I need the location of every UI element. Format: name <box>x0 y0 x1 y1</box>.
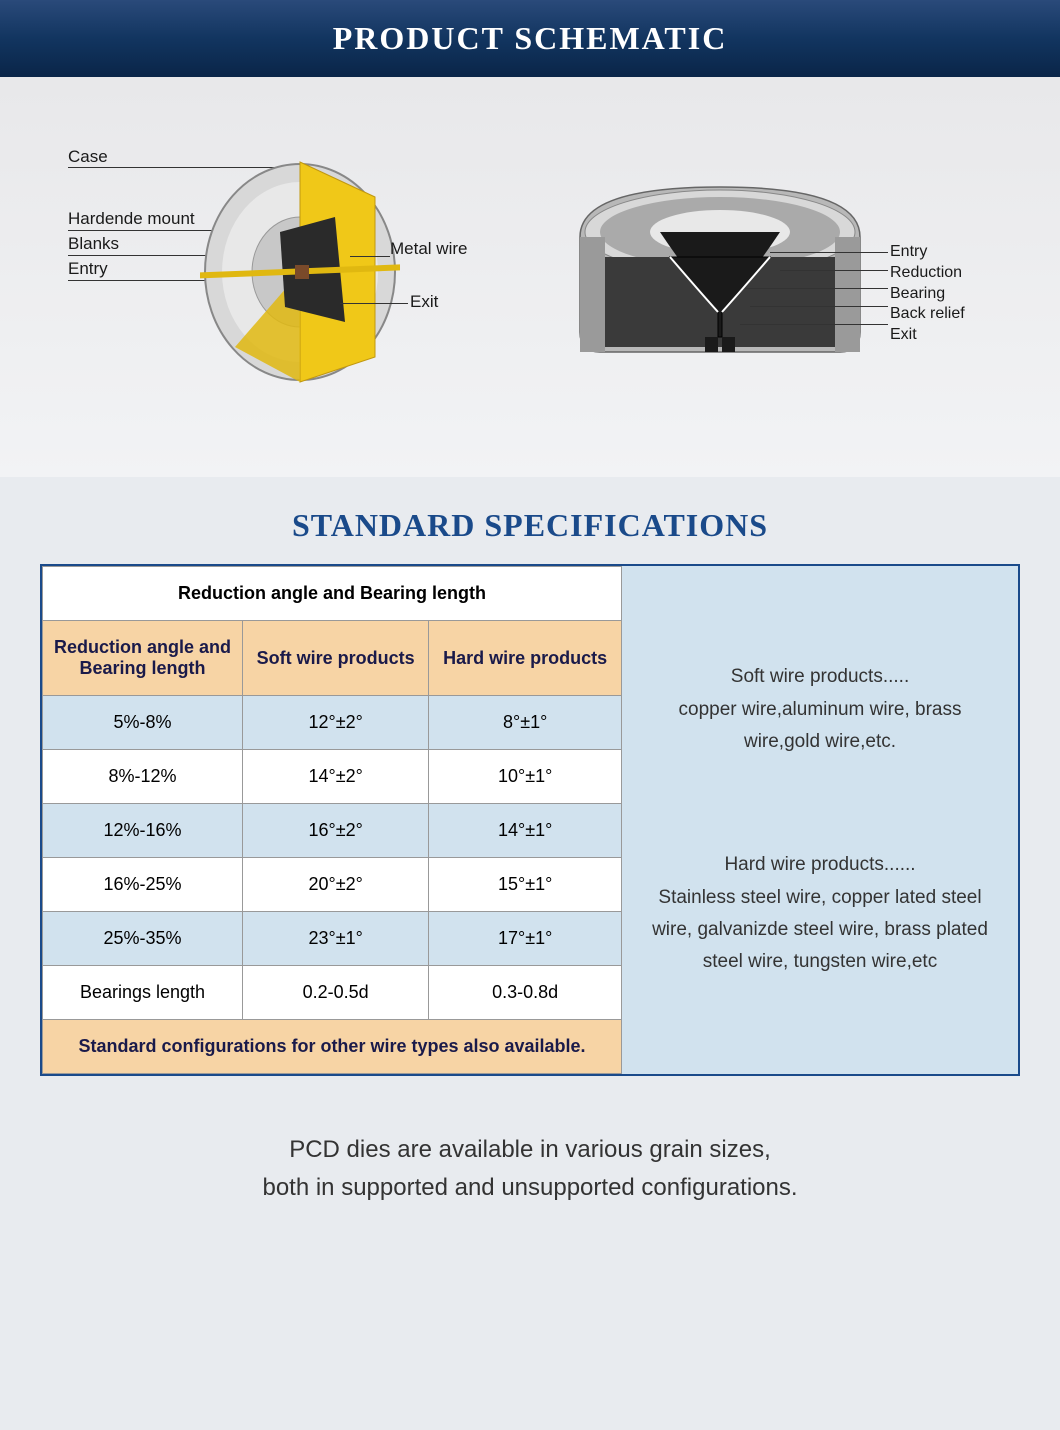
label-r-exit: Exit <box>890 325 965 346</box>
spec-container: Reduction angle and Bearing length Reduc… <box>40 564 1020 1076</box>
cell: 12%-16% <box>43 804 243 858</box>
schematic-section: Case Hardende mount Blanks Entry Metal w… <box>0 77 1060 477</box>
cell: 23°±1° <box>243 912 429 966</box>
footer-text: PCD dies are available in various grain … <box>0 1106 1060 1248</box>
spec-title: STANDARD SPECIFICATIONS <box>0 477 1060 564</box>
line <box>745 288 888 289</box>
label-exit: Exit <box>410 292 438 312</box>
hard-wire-body: Stainless steel wire, copper lated steel… <box>642 882 998 979</box>
table-row: 12%-16% 16°±2° 14°±1° <box>43 804 622 858</box>
table-row: 5%-8% 12°±2° 8°±1° <box>43 696 622 750</box>
cell: 25%-35% <box>43 912 243 966</box>
footer-line1: PCD dies are available in various grain … <box>60 1131 1000 1169</box>
table-header-row: Reduction angle and Bearing length Soft … <box>43 621 622 696</box>
col-header-2: Hard wire products <box>429 621 622 696</box>
footer-line2: both in supported and unsupported config… <box>60 1169 1000 1207</box>
cell: 15°±1° <box>429 858 622 912</box>
soft-wire-title: Soft wire products..... <box>642 661 998 693</box>
table-row: Bearings length 0.2-0.5d 0.3-0.8d <box>43 966 622 1020</box>
header-title: PRODUCT SCHEMATIC <box>333 20 728 56</box>
cell: 16%-25% <box>43 858 243 912</box>
diagram-right: Entry Reduction Bearing Back relief Exit <box>550 147 990 407</box>
table-row: 8%-12% 14°±2° 10°±1° <box>43 750 622 804</box>
hard-wire-block: Hard wire products...... Stainless steel… <box>642 849 998 978</box>
col-header-0: Reduction angle and Bearing length <box>43 621 243 696</box>
label-entry: Entry <box>68 259 108 279</box>
label-case: Case <box>68 147 108 167</box>
cell: 0.2-0.5d <box>243 966 429 1020</box>
hard-wire-title: Hard wire products...... <box>642 849 998 881</box>
line <box>350 256 390 257</box>
label-blanks: Blanks <box>68 234 119 254</box>
side-panel: Soft wire products..... copper wire,alum… <box>622 566 1018 1074</box>
soft-wire-block: Soft wire products..... copper wire,alum… <box>642 661 998 758</box>
cell: 14°±2° <box>243 750 429 804</box>
cell: 8%-12% <box>43 750 243 804</box>
label-r-entry: Entry <box>890 242 965 263</box>
table-footer: Standard configurations for other wire t… <box>43 1020 622 1074</box>
line <box>740 324 888 325</box>
page-header: PRODUCT SCHEMATIC <box>0 0 1060 77</box>
line <box>340 303 408 304</box>
table-row: 16%-25% 20°±2° 15°±1° <box>43 858 622 912</box>
label-r-bearing: Bearing <box>890 284 965 305</box>
label-metal-wire: Metal wire <box>390 239 467 259</box>
die-ring-svg <box>200 157 400 387</box>
table-title-row: Reduction angle and Bearing length <box>43 567 622 621</box>
cell: 8°±1° <box>429 696 622 750</box>
cell: 0.3-0.8d <box>429 966 622 1020</box>
line <box>770 252 888 253</box>
cell: 20°±2° <box>243 858 429 912</box>
cell: 10°±1° <box>429 750 622 804</box>
table-row: 25%-35% 23°±1° 17°±1° <box>43 912 622 966</box>
cell: 14°±1° <box>429 804 622 858</box>
table-title: Reduction angle and Bearing length <box>43 567 622 621</box>
label-hardened-mount: Hardende mount <box>68 209 195 229</box>
cell: 16°±2° <box>243 804 429 858</box>
table-footer-row: Standard configurations for other wire t… <box>43 1020 622 1074</box>
soft-wire-body: copper wire,aluminum wire, brass wire,go… <box>642 694 998 759</box>
cell: 5%-8% <box>43 696 243 750</box>
cell: Bearings length <box>43 966 243 1020</box>
col-header-1: Soft wire products <box>243 621 429 696</box>
label-r-back-relief: Back relief <box>890 304 965 325</box>
label-r-reduction: Reduction <box>890 263 965 284</box>
right-labels-group: Entry Reduction Bearing Back relief Exit <box>890 242 965 346</box>
diagram-left: Case Hardende mount Blanks Entry Metal w… <box>70 117 470 437</box>
line <box>750 306 888 307</box>
cell: 12°±2° <box>243 696 429 750</box>
line <box>780 270 888 271</box>
cell: 17°±1° <box>429 912 622 966</box>
spec-table: Reduction angle and Bearing length Reduc… <box>42 566 622 1074</box>
cross-section-svg <box>570 177 870 357</box>
